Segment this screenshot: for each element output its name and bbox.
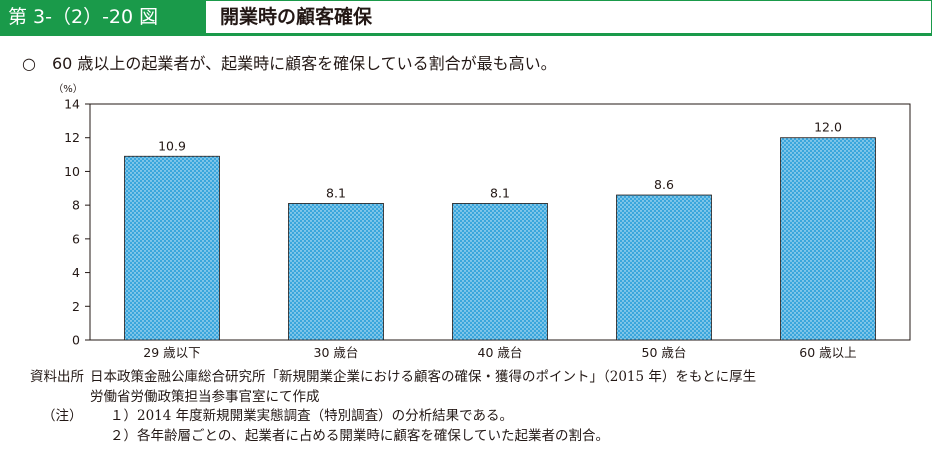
header-rule	[0, 34, 932, 36]
y-unit-label: （%）	[53, 83, 83, 95]
figure-header: 第 3-（2）-20 図 開業時の顧客確保	[0, 0, 932, 36]
x-tick-label: 30 歳台	[314, 345, 359, 360]
figure-title: 開業時の顧客確保	[220, 6, 373, 28]
x-tick-label: 60 歳以上	[799, 345, 856, 360]
bar	[124, 155, 220, 341]
source-text-line2: 労働省労働政策担当参事官室にて作成	[90, 388, 320, 405]
data-label: 8.6	[654, 177, 674, 192]
y-tick-label: 8	[72, 198, 80, 213]
y-tick-label: 6	[72, 231, 80, 246]
data-label: 12.0	[814, 120, 842, 135]
summary-text: 60 歳以上の起業者が、起業時に顧客を確保している割合が最も高い。	[51, 54, 557, 73]
bar	[288, 203, 384, 341]
data-label: 10.9	[158, 138, 186, 153]
bar-chart: （%） 0 2 4 6 8 10 12 14 10.9 29 歳以下 8.1 30 歳台 8.1 40 歳台…	[53, 83, 911, 360]
figure-number: 第 3-（2）-20 図	[0, 0, 206, 34]
note-label: （注）	[42, 408, 83, 424]
x-tick-label: 50 歳台	[642, 345, 687, 360]
note-2: ２）各年齢層ごとの、起業者に占める開業時に顧客を確保していた起業者の割合。	[110, 427, 609, 444]
y-tick-label: 2	[72, 299, 80, 314]
source-text-line1: 日本政策金融公庫総合研究所「新規開業企業における顧客の確保・獲得のポイント」（2…	[90, 369, 757, 385]
data-label: 8.1	[490, 185, 510, 200]
data-label: 8.1	[326, 185, 346, 200]
figure-title-box: 開業時の顧客確保	[206, 0, 932, 34]
x-tick-label: 40 歳台	[478, 345, 523, 360]
y-tick-label: 12	[64, 130, 80, 145]
y-tick-label: 4	[72, 265, 80, 280]
bar	[616, 194, 712, 341]
bar	[780, 137, 876, 341]
bar	[452, 203, 548, 341]
x-tick-label: 29 歳以下	[143, 345, 200, 360]
summary-bullet: ○	[22, 54, 36, 73]
summary-line: ○ 60 歳以上の起業者が、起業時に顧客を確保している割合が最も高い。	[22, 50, 557, 74]
y-tick-label: 0	[72, 333, 80, 348]
chart-plot: （%） 0 2 4 6 8 10 12 14 10.9 29 歳以下 8.1 30 歳台 8.1 40 歳台…	[53, 83, 911, 360]
y-tick-label: 10	[64, 164, 80, 179]
note-1: １）2014 年度新規開業実態調査（特別調査）の分析結果である。	[110, 408, 514, 424]
y-tick-label: 14	[64, 97, 80, 112]
source-label: 資料出所	[30, 369, 84, 385]
